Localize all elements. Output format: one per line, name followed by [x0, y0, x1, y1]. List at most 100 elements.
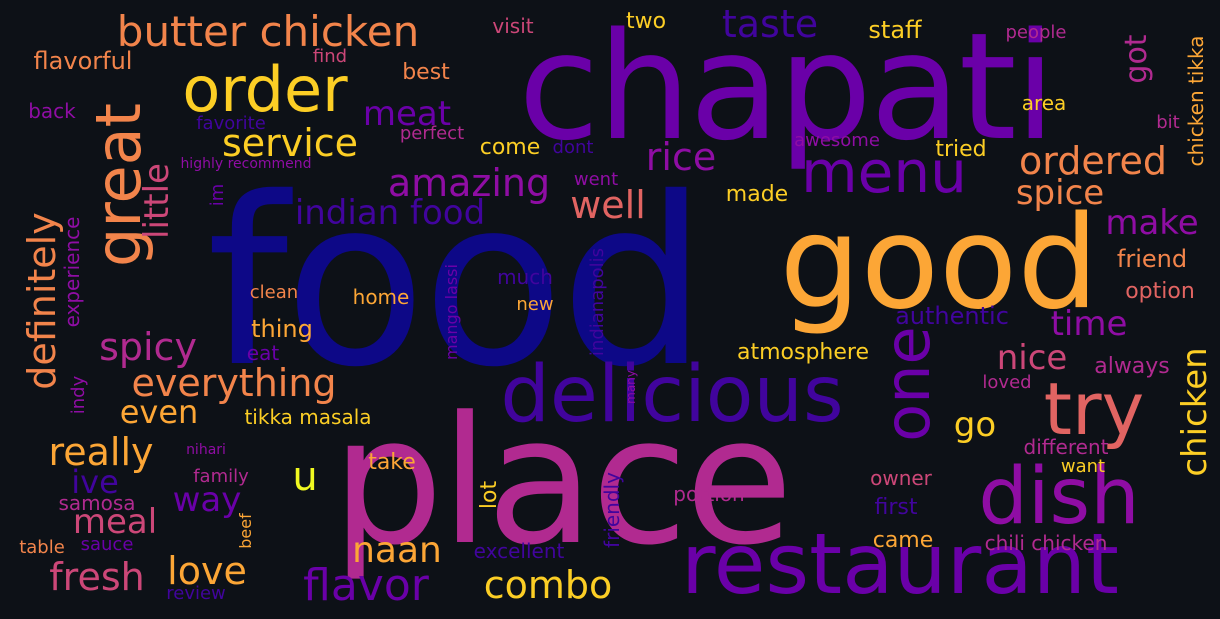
word-atmosphere: atmosphere — [737, 340, 869, 365]
word-option: option — [1125, 279, 1195, 304]
word-meal: meal — [72, 502, 158, 542]
word-people: people — [1005, 22, 1067, 43]
word-even: even — [119, 393, 199, 431]
word-im: im — [207, 183, 228, 207]
word-take: take — [368, 450, 416, 475]
word-table: table — [19, 537, 65, 558]
word-well: well — [570, 183, 646, 227]
word-place: place — [331, 379, 794, 584]
word-authentic: authentic — [895, 302, 1009, 330]
word-tikka-masala: tikka masala — [244, 405, 372, 429]
word-highly-recommend: highly recommend — [180, 156, 312, 172]
word-naan: naan — [352, 530, 442, 571]
word-nice: nice — [996, 338, 1068, 378]
word-got: got — [1119, 34, 1154, 84]
word-made: made — [725, 182, 789, 207]
word-definitely: definitely — [20, 212, 64, 390]
word-dish: dish — [978, 452, 1140, 542]
word-many: many — [624, 370, 638, 404]
word-time: time — [1050, 304, 1128, 344]
word-spicy: spicy — [99, 325, 197, 369]
word-sauce: sauce — [80, 534, 134, 555]
word-flavorful: flavorful — [33, 47, 133, 75]
word-combo: combo — [483, 563, 613, 607]
word-taste: taste — [721, 2, 819, 46]
word-ordered: ordered — [1019, 139, 1167, 183]
word-chapati: chapati — [518, 1, 1056, 173]
word-always: always — [1094, 354, 1170, 379]
word-mango-lassi: mango lassi — [442, 264, 461, 360]
word-fresh: fresh — [49, 555, 145, 599]
word-clean: clean — [249, 282, 299, 303]
word-make: make — [1105, 203, 1199, 243]
word-friend: friend — [1116, 245, 1188, 273]
word-way: way — [172, 480, 242, 520]
word-butter-chicken: butter chicken — [116, 7, 420, 56]
word-beef: beef — [236, 513, 255, 549]
word-indian-food: indian food — [294, 193, 486, 233]
word-really: really — [48, 430, 154, 474]
word-favorite: favorite — [196, 113, 266, 134]
word-thing: thing — [251, 315, 313, 343]
word-restaurant: restaurant — [681, 515, 1119, 613]
word-best: best — [402, 60, 450, 85]
word-came: came — [872, 528, 934, 553]
word-excellent: excellent — [473, 539, 565, 563]
word-area: area — [1021, 91, 1067, 115]
word-good: good — [779, 189, 1099, 338]
word-little: little — [137, 163, 177, 239]
word-chicken-tikka: chicken tikka — [1184, 35, 1208, 167]
word-staff: staff — [868, 16, 922, 44]
word-flavor: flavor — [303, 560, 429, 611]
word-try: try — [1043, 367, 1145, 451]
word-eat: eat — [246, 341, 280, 365]
word-meat: meat — [362, 94, 452, 134]
word-chili-chicken: chili chicken — [984, 531, 1108, 555]
word-u: u — [292, 454, 318, 500]
word-everything: everything — [131, 361, 337, 405]
word-food: food — [206, 148, 708, 418]
word-nihari: nihari — [186, 442, 226, 458]
word-different: different — [1023, 435, 1109, 459]
word-chicken: chicken — [1175, 347, 1215, 477]
word-much: much — [497, 265, 553, 289]
word-indianapolis: indianapolis — [587, 247, 608, 357]
word-love: love — [167, 549, 247, 593]
word-tried: tried — [935, 137, 987, 162]
word-perfect: perfect — [399, 123, 465, 144]
word-dont: dont — [552, 137, 594, 158]
word-home: home — [352, 285, 410, 309]
word-come: come — [479, 135, 541, 160]
word-go: go — [953, 405, 997, 445]
word-went: went — [573, 169, 619, 190]
word-order: order — [182, 53, 348, 126]
word-find: find — [312, 46, 348, 67]
word-review: review — [166, 583, 226, 604]
word-rice: rice — [645, 135, 717, 179]
word-amazing: amazing — [387, 161, 551, 205]
word-friendly: friendly — [600, 472, 624, 548]
word-experience: experience — [60, 216, 84, 328]
word-lot: lot — [477, 480, 502, 510]
word-back: back — [28, 99, 76, 123]
word-awesome: awesome — [794, 130, 880, 151]
word-two: two — [625, 9, 667, 34]
word-spice: spice — [1015, 173, 1105, 213]
word-family: family — [193, 466, 249, 487]
word-visit: visit — [492, 14, 534, 38]
word-first: first — [874, 495, 918, 520]
word-loved: loved — [982, 372, 1032, 393]
word-samosa: samosa — [58, 491, 136, 515]
word-portion: portion — [673, 482, 745, 506]
word-menu: menu — [801, 138, 967, 206]
word-service: service — [221, 121, 359, 165]
word-delicious: delicious — [500, 350, 844, 440]
word-want: want — [1060, 456, 1106, 477]
word-indy: indy — [68, 375, 89, 415]
word-owner: owner — [870, 466, 932, 490]
word-bit: bit — [1156, 112, 1180, 133]
word-one: one — [871, 326, 944, 442]
word-ive: ive — [71, 463, 119, 501]
word-new: new — [516, 294, 554, 315]
